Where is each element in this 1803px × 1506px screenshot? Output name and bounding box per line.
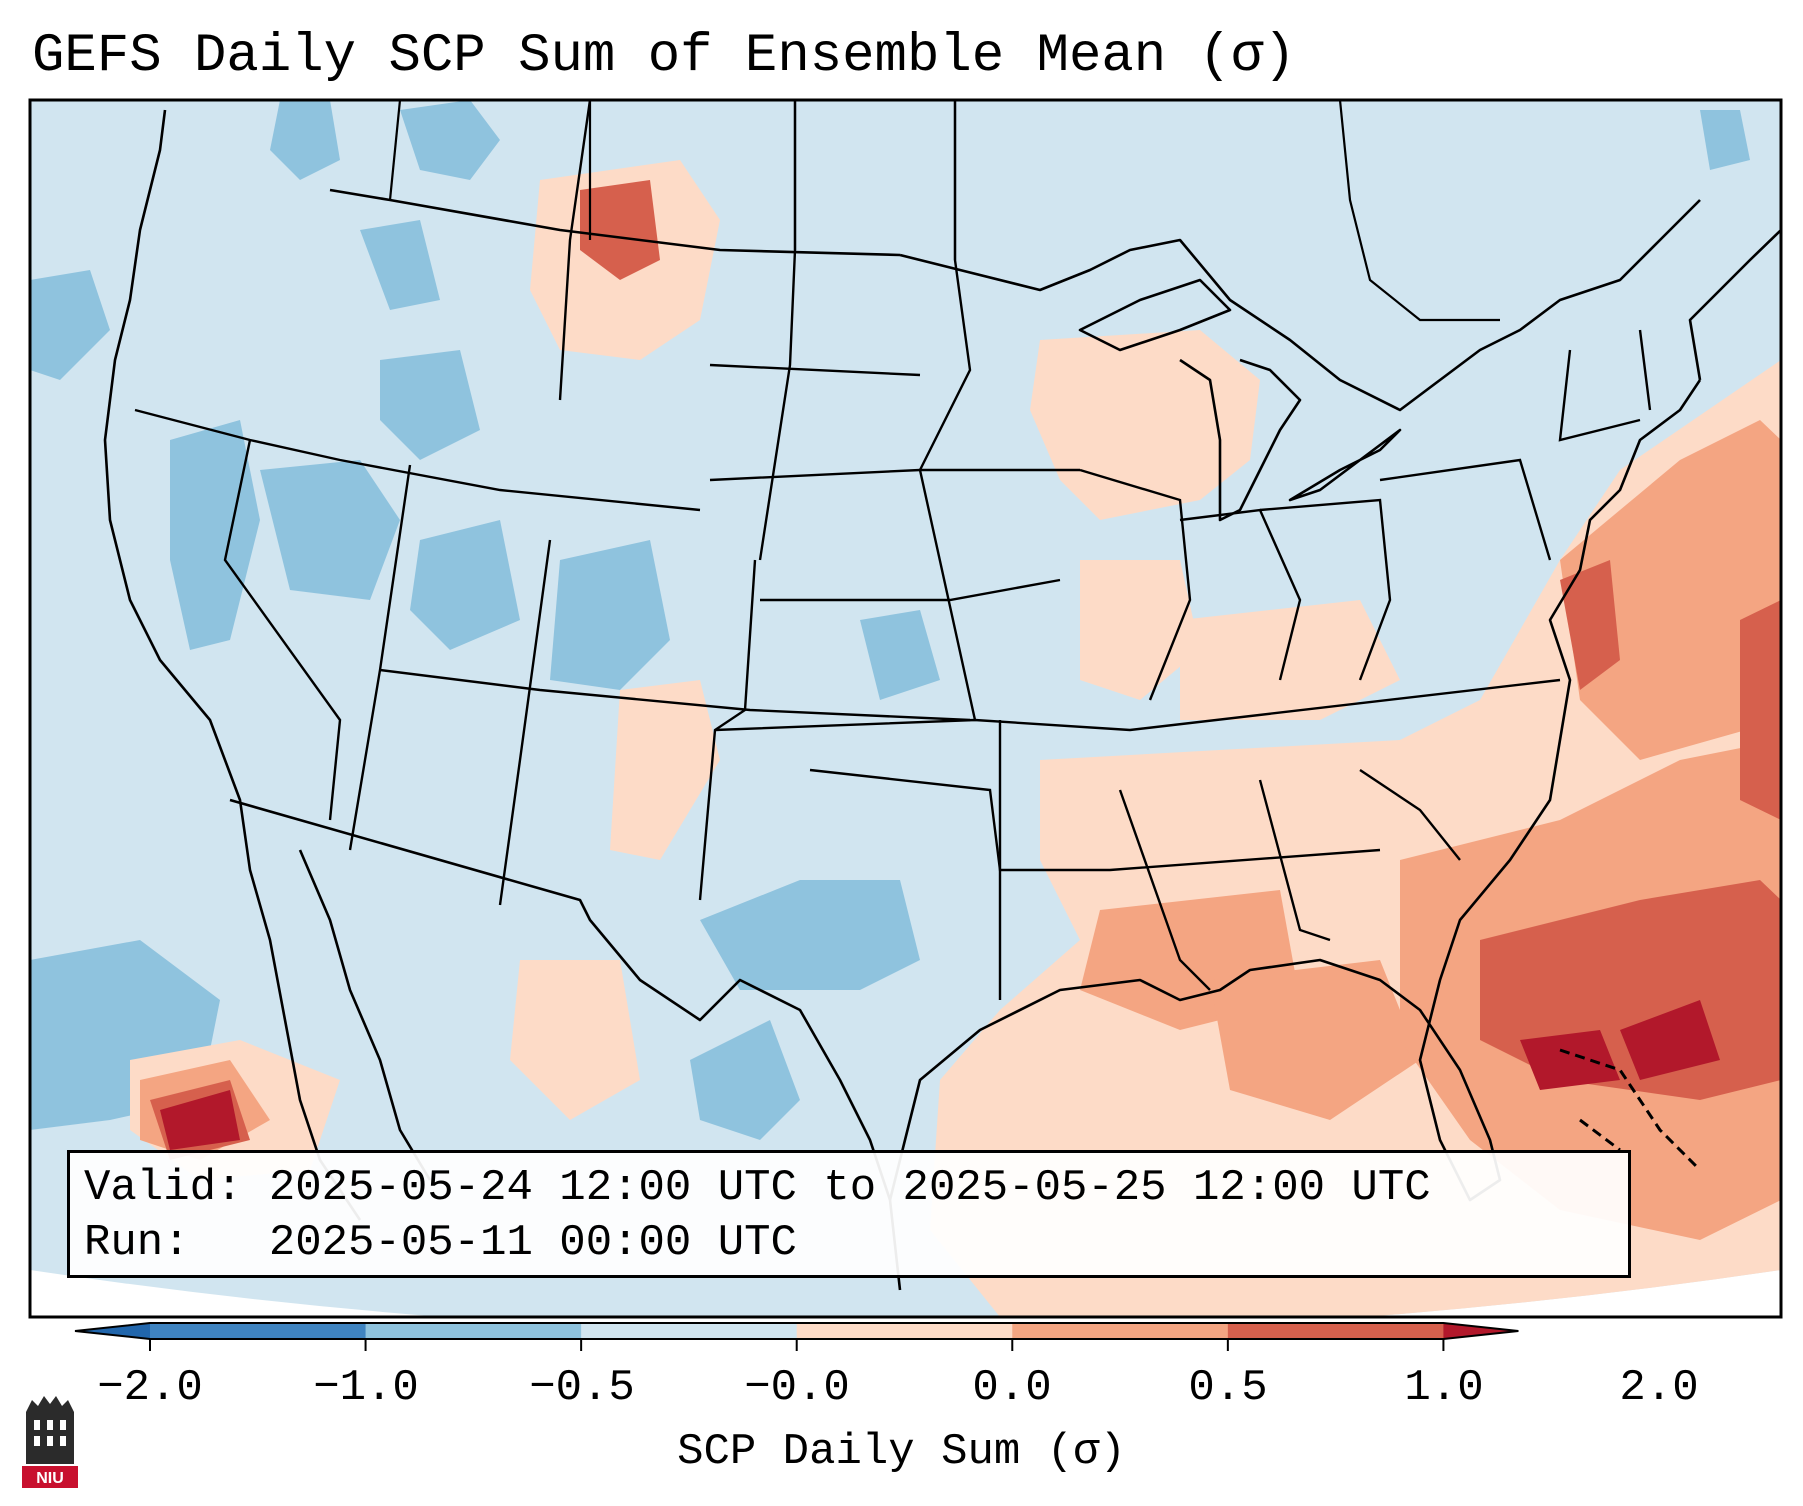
field-layer [30,100,1781,1317]
il-in-line [1179,508,1302,681]
ia-il-line [1079,468,1192,701]
valid-row: Valid: 2025-05-24 12:00 UTC to 2025-05-2… [84,1161,1614,1216]
ut-co-az-nm-line [498,539,552,906]
nd-sd-border [709,363,921,377]
lake-erie [1288,428,1402,502]
baja-coast [298,849,432,1181]
alberta-patch [400,100,500,180]
niu-logo: NIU [22,1396,78,1488]
wy-mt-line [558,100,592,401]
pacific-nw-coast-patch [30,270,110,380]
extreme-positive-patches [160,1000,1720,1150]
chesapeake-patch [1560,560,1620,690]
west-texas-patch [700,880,920,990]
co-ks-nm-tx-line [698,559,757,901]
kansas-patch [860,610,940,700]
idaho-south-patch [380,350,480,460]
colorbar-segment [365,1323,582,1339]
map-frame [28,98,1783,1319]
mexico-patch [510,960,640,1120]
figure-title: GEFS Daily SCP Sum of Ensemble Mean (σ) [32,26,1296,87]
colorado-patch [550,540,670,690]
us-canada-border-west [329,188,901,257]
colorbar-segment [1012,1323,1229,1339]
lake-superior [1078,278,1232,352]
south-texas-patch [690,1020,800,1140]
map-area [30,100,1781,1317]
florida-offshore-extreme-patch [1520,1030,1620,1090]
offshore-core-patch [1740,600,1781,820]
colorbar-tick-label: 2.0 [1619,1363,1699,1413]
new-mexico-patch [610,680,720,860]
nevada-patch [260,460,400,600]
ny-line [1558,349,1641,442]
colorbar-tick-label: −0.0 [744,1363,850,1413]
run-row: Run: 2025-05-11 00:00 UTC [84,1216,1614,1271]
bahamas-chain-south [1579,1118,1621,1152]
lake-michigan [1179,358,1302,522]
colorbar-tick-label: 1.0 [1404,1363,1484,1413]
colorbar-segment [150,1323,367,1339]
nevada-west-patch [170,420,260,650]
bahamas-chain [1559,1048,1702,1172]
sd-ne-border [709,468,1080,482]
colorbar-label: SCP Daily Sum (σ) [677,1427,1126,1477]
ne-ks-border [760,578,1061,602]
colorbar-tick-label: −1.0 [313,1363,419,1413]
bahamas-islands [1559,1048,1702,1172]
bc-patch [270,100,340,180]
ca-nv-line [223,439,342,821]
bahamas-extreme-patch [1620,1000,1720,1080]
west-coast [103,109,362,1221]
ks-ok-tn-border [714,678,1561,732]
pa-line [1379,458,1552,561]
valid-label: Valid: [84,1163,243,1213]
idaho-patch [360,220,440,310]
al-ga-line [1258,779,1331,942]
kentucky-patch [1180,600,1400,720]
on-qc-line [1338,100,1500,322]
utah-patch [410,520,520,650]
bc-ab-line [388,100,402,201]
or-id-wy-ne-line [134,408,701,512]
us-canada-border-east [899,199,1701,412]
run-label: Run: [84,1218,190,1268]
colorbar-segment [1227,1323,1445,1339]
ut-co-ks-line [379,668,971,722]
colorbar-tick-label: −0.5 [529,1363,635,1413]
colorbar-tick-label: −2.0 [97,1363,203,1413]
quebec-patch [1700,110,1750,170]
in-oh-line [1259,498,1392,681]
nv-ut-line [348,464,412,851]
mid-atlantic-patch [1560,420,1781,760]
illinois-patch [1080,560,1200,700]
colorbar-extend-high [1443,1323,1519,1339]
baja-extreme-patch [160,1090,240,1150]
negative-anomaly-patches [30,100,1750,1140]
logo-banner [22,1466,78,1488]
montana-core-patch [580,180,660,280]
colorbar-tick-label: 0.0 [972,1363,1052,1413]
ga-sc-line [1359,769,1461,861]
valid-value: 2025-05-24 12:00 UTC to 2025-05-25 12:00… [268,1163,1431,1213]
vt-nh-line [1638,329,1652,411]
colorbar-segment [581,1323,798,1339]
ms-al-line [1118,789,1211,991]
colorbar-extend-low [75,1323,150,1339]
gulf-coast-patch [1210,960,1420,1120]
new-england-coast [1688,229,1781,381]
colorbar-segment [796,1323,1013,1339]
logo-text: NIU [36,1470,64,1487]
province-boundaries [388,100,1500,322]
run-value: 2025-05-11 00:00 UTC [268,1218,797,1268]
valid-run-box: Valid: 2025-05-24 12:00 UTC to 2025-05-2… [67,1150,1631,1278]
colorbar-tick-label: 0.5 [1188,1363,1268,1413]
colorbar [74,1322,1519,1351]
